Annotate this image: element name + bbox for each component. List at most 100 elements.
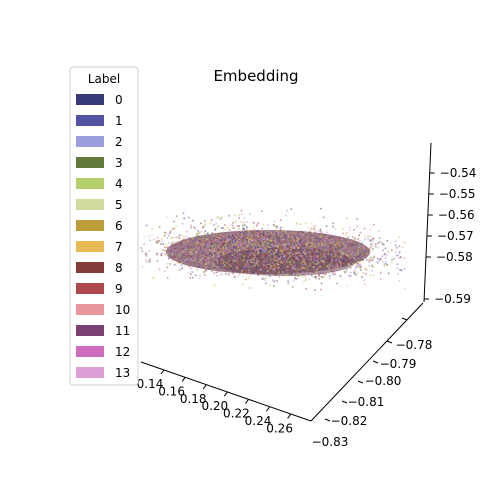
cloud-point (243, 225, 245, 228)
cloud-point (204, 267, 207, 269)
cloud-point (249, 261, 251, 263)
cloud-point (213, 248, 216, 250)
cloud-point (293, 234, 296, 236)
cloud-point (189, 255, 191, 257)
cloud-point (243, 271, 245, 273)
cloud-point (306, 254, 308, 257)
cloud-point (354, 258, 356, 260)
y-tick-label: −0.81 (348, 395, 385, 409)
cloud-point (272, 224, 275, 226)
cloud-point (282, 239, 285, 242)
cloud-point (262, 231, 264, 234)
cloud-point (195, 257, 197, 260)
cloud-point (295, 265, 297, 267)
y-tick-mark (372, 360, 379, 364)
cloud-point (276, 250, 278, 252)
cloud-point (304, 274, 306, 277)
cloud-point (256, 239, 258, 242)
cloud-point (240, 267, 243, 269)
cloud-point (264, 235, 266, 237)
cloud-point (292, 266, 294, 268)
cloud-point (264, 252, 266, 255)
cloud-point (342, 243, 345, 245)
cloud-point (204, 225, 206, 227)
cloud-point (205, 242, 207, 244)
cloud-point (379, 278, 382, 280)
cloud-point (353, 229, 355, 231)
cloud-point (304, 222, 307, 225)
cloud-point (243, 217, 246, 219)
cloud-point (334, 244, 337, 246)
cloud-point (305, 272, 308, 274)
cloud-point (250, 255, 253, 258)
cloud-point (219, 240, 222, 243)
cloud-point (178, 237, 181, 239)
cloud-point (283, 257, 285, 260)
cloud-point (234, 220, 237, 223)
cloud-point (251, 264, 254, 266)
cloud-point (244, 224, 246, 226)
cloud-point (337, 241, 340, 244)
cloud-point (210, 239, 212, 242)
cloud-point (252, 242, 254, 245)
cloud-point (326, 248, 328, 251)
cloud-point (273, 242, 276, 244)
cloud-point (243, 246, 245, 249)
cloud-point (377, 230, 380, 232)
cloud-point (339, 261, 342, 264)
cloud-point (270, 253, 273, 256)
legend-label: 6 (115, 219, 123, 233)
cloud-point (218, 249, 220, 252)
cloud-point (228, 273, 230, 275)
cloud-point (222, 262, 225, 264)
cloud-point (308, 278, 311, 280)
cloud-point (233, 246, 235, 249)
cloud-point (307, 256, 309, 259)
cloud-point (207, 267, 210, 270)
cloud-point (339, 249, 341, 252)
cloud-point (247, 247, 250, 250)
cloud-point (278, 236, 280, 239)
cloud-point (263, 248, 266, 251)
cloud-point (373, 256, 375, 259)
cloud-point (258, 244, 260, 247)
cloud-point (328, 236, 331, 239)
cloud-point (399, 256, 401, 259)
cloud-point (223, 253, 225, 256)
cloud-point (264, 251, 266, 254)
cloud-point (148, 261, 150, 263)
cloud-point (328, 267, 330, 270)
cloud-point (168, 247, 171, 250)
cloud-point (328, 269, 331, 272)
x-tick-mark (266, 406, 270, 412)
cloud-point (339, 255, 342, 258)
cloud-point (331, 249, 333, 251)
cloud-point (192, 219, 194, 222)
cloud-point (358, 239, 361, 242)
cloud-point (242, 240, 245, 243)
cloud-point (305, 249, 307, 251)
cloud-point (159, 254, 162, 256)
cloud-point (275, 249, 277, 251)
cloud-point (205, 241, 208, 243)
cloud-point (322, 250, 324, 253)
cloud-point (324, 270, 327, 273)
cloud-point (360, 248, 362, 250)
cloud-point (194, 250, 197, 253)
cloud-point (311, 264, 314, 267)
cloud-point (310, 244, 313, 247)
cloud-point (296, 257, 298, 260)
cloud-point (310, 254, 312, 256)
cloud-point (292, 231, 294, 234)
cloud-point (202, 242, 205, 244)
cloud-point (275, 236, 278, 238)
cloud-point (288, 235, 290, 238)
cloud-point (314, 262, 317, 265)
cloud-point (370, 243, 372, 246)
cloud-point (283, 243, 286, 246)
cloud-point (250, 244, 252, 246)
cloud-point (228, 214, 230, 217)
cloud-point (215, 238, 217, 241)
z-tick-label: −0.54 (440, 166, 477, 180)
cloud-point (204, 274, 206, 276)
